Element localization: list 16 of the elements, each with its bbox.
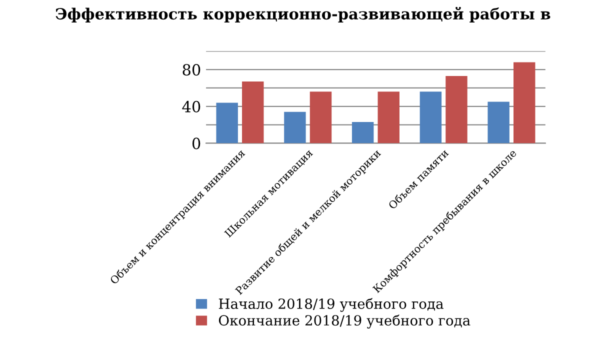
y-tick-label: 80 [182, 64, 200, 76]
bar [420, 92, 442, 144]
bar [514, 62, 536, 144]
bar [310, 92, 332, 144]
y-tick-label: 0 [192, 138, 200, 150]
bar [378, 92, 400, 144]
legend-label: Начало 2018/19 учебного года [218, 298, 444, 312]
bar [284, 112, 306, 144]
bar [242, 82, 264, 144]
legend-label: Окончание 2018/19 учебного года [218, 314, 470, 328]
bar [446, 76, 468, 144]
bar [216, 102, 238, 144]
y-tick-label: 40 [182, 100, 200, 112]
bar [352, 122, 374, 144]
chart-title: Эффективность коррекционно-развивающей работы в [56, 6, 550, 23]
bar [488, 102, 510, 144]
